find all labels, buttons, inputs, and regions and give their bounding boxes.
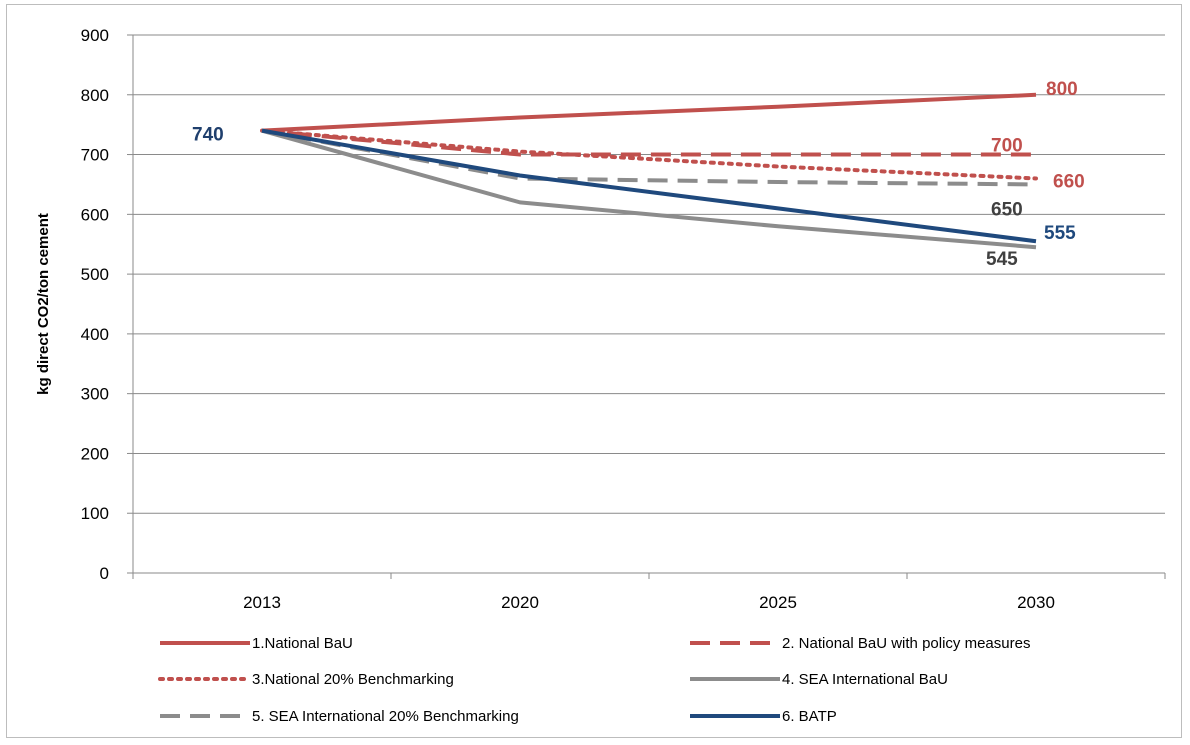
gridlines (133, 34, 1165, 514)
legend-label-2: 2. National BaU with policy measures (782, 635, 1030, 652)
x-tick-label: 2025 (759, 593, 797, 612)
y-tick-label: 300 (81, 385, 109, 404)
data-label: 800 (1046, 79, 1078, 100)
y-tick-label: 400 (81, 325, 109, 344)
y-tick-label: 900 (81, 26, 109, 45)
y-tick-label: 600 (81, 205, 109, 224)
series-line-3 (260, 128, 1038, 181)
x-tick-label: 2013 (243, 593, 281, 612)
y-tick-label: 700 (81, 146, 109, 165)
axes: 0 100 200 300 400 500 600 700 800 900 2013 2020 2025… (35, 26, 1166, 612)
y-axis-title: kg direct CO2/ton cement (35, 213, 52, 395)
y-tick-label: 800 (81, 86, 109, 105)
chart-frame (6, 4, 1182, 738)
legend-label-4: 4. SEA International BaU (782, 671, 948, 688)
series-lines (260, 92, 1038, 250)
legend: 1.National BaU 2. National BaU with polic… (158, 635, 1030, 725)
legend-label-6: 6. BATP (782, 708, 837, 725)
x-tick-label: 2030 (1017, 593, 1055, 612)
series-line-1 (261, 92, 1037, 133)
y-tick-label: 100 (81, 504, 109, 523)
series-line-4 (261, 128, 1037, 250)
legend-label-1: 1.National BaU (252, 635, 353, 652)
data-label: 700 (991, 136, 1023, 157)
data-label: 660 (1053, 171, 1085, 192)
y-tick-label: 0 (100, 564, 109, 583)
data-label: 740 (192, 125, 224, 146)
legend-label-3: 3.National 20% Benchmarking (252, 671, 454, 688)
data-labels: 740 800 700 660 650 555 545 (192, 79, 1085, 270)
series-line-6 (261, 128, 1037, 244)
data-label: 650 (991, 199, 1023, 220)
data-label: 555 (1044, 223, 1076, 244)
y-tick-label: 500 (81, 265, 109, 284)
data-label: 545 (986, 249, 1018, 270)
x-tick-label: 2020 (501, 593, 539, 612)
y-tick-label: 200 (81, 444, 109, 463)
legend-label-5: 5. SEA International 20% Benchmarking (252, 708, 519, 725)
